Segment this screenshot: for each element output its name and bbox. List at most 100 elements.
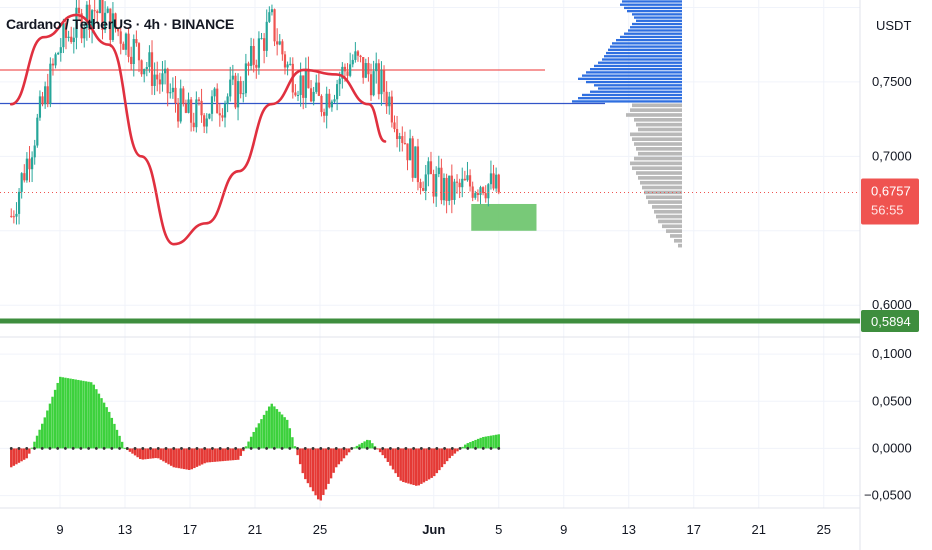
oscillator-bar <box>255 427 258 449</box>
candle-body <box>440 167 443 201</box>
candle-body <box>197 99 201 101</box>
oscillator-bar <box>51 396 54 449</box>
wave-curve <box>9 13 387 246</box>
oscillator-bar <box>394 448 397 474</box>
oscillator-bar <box>118 435 121 449</box>
zero-cross-dot <box>443 447 446 450</box>
candle-body <box>17 191 21 214</box>
volume-profile-bar <box>624 6 682 10</box>
candle-body <box>435 174 438 197</box>
zero-cross-dot <box>180 447 183 450</box>
oscillator-bar <box>61 377 65 449</box>
candle-body <box>12 216 15 218</box>
oscillator-bar <box>159 448 163 460</box>
volume-profile-bar <box>612 42 682 45</box>
oscillator-bar <box>494 434 498 449</box>
oscillator-bar <box>466 443 469 449</box>
zero-cross-dot <box>125 447 129 450</box>
candle-body <box>338 78 341 85</box>
oscillator-bar <box>345 448 348 456</box>
oscillator-bar <box>141 448 144 460</box>
oscillator-bar <box>200 448 204 465</box>
oscillator-bar <box>64 377 67 449</box>
oscillator-bar <box>247 441 250 449</box>
candle-body <box>57 52 60 55</box>
candle-body <box>195 99 198 128</box>
zero-cross-dot <box>474 447 477 450</box>
oscillator-bar <box>82 380 85 449</box>
oscillator-tick-label: −0,0500 <box>864 488 911 503</box>
oscillator-bar <box>136 448 139 458</box>
candle-body <box>278 41 281 45</box>
zero-cross-dot <box>187 447 191 450</box>
candle-body <box>432 174 435 197</box>
candle-body <box>59 47 62 53</box>
zero-cross-dot <box>33 447 36 450</box>
oscillator-bar <box>492 435 495 449</box>
zero-cross-dot <box>56 447 60 450</box>
oscillator-bar <box>453 448 457 454</box>
oscillator-bar <box>304 448 307 480</box>
volume-profile-bar <box>662 224 682 229</box>
candle-body <box>90 10 94 31</box>
volume-profile-bar <box>594 84 682 87</box>
candle-body <box>23 173 26 181</box>
candle-body <box>166 68 169 94</box>
oscillator-bar <box>229 448 232 461</box>
candle-body <box>450 175 453 200</box>
zero-cross-dot <box>71 447 75 450</box>
candle-body <box>468 175 472 187</box>
candle-body <box>484 193 487 199</box>
zero-cross-dot <box>327 447 330 450</box>
oscillator-histogram <box>9 376 501 501</box>
volume-profile-bar <box>644 190 682 195</box>
zero-cross-dot <box>272 447 276 450</box>
oscillator-bar <box>273 406 276 449</box>
oscillator-bar <box>275 409 279 449</box>
candle-body <box>182 88 185 104</box>
candle-body <box>117 28 120 32</box>
candle-body <box>455 181 459 183</box>
oscillator-bar <box>479 437 482 449</box>
candle-body <box>369 74 373 96</box>
volume-profile-bar <box>627 9 682 13</box>
zero-cross-dot <box>79 447 83 450</box>
support-price-badge <box>861 310 919 333</box>
time-tick-label: 21 <box>248 522 262 537</box>
volume-profile-bar <box>658 219 682 224</box>
oscillator-bar <box>293 446 297 449</box>
candle-body <box>200 100 203 116</box>
candle-body <box>302 75 305 98</box>
candle-body <box>174 87 177 103</box>
candle-body <box>263 38 266 51</box>
candle-body <box>482 187 485 194</box>
zero-cross-dot <box>141 447 145 450</box>
candle-body <box>382 70 386 92</box>
volume-profile-bar <box>630 132 682 137</box>
oscillator-bar <box>157 448 160 459</box>
oscillator-bar <box>342 448 346 459</box>
oscillator-bar <box>15 448 18 465</box>
candle-body <box>33 145 36 158</box>
zero-cross-dot <box>249 447 253 450</box>
oscillator-bar <box>180 448 183 469</box>
zero-cross-dot <box>419 447 423 450</box>
zero-cross-dot <box>48 447 52 450</box>
oscillator-bar <box>22 448 26 460</box>
candle-body <box>414 146 417 178</box>
zero-cross-dot <box>350 447 354 450</box>
oscillator-bar <box>154 448 157 459</box>
candle-body <box>135 39 138 44</box>
candle-body <box>437 167 440 175</box>
oscillator-bar <box>95 389 98 449</box>
volume-profile-bar <box>626 113 682 117</box>
candle-body <box>411 138 414 178</box>
candle-body <box>88 4 91 31</box>
volume-profile-bar <box>648 200 682 204</box>
oscillator-bar <box>105 407 108 449</box>
oscillator-bar <box>278 411 281 449</box>
zero-cross-dot <box>489 447 493 450</box>
volume-profile-bar <box>666 229 682 233</box>
oscillator-bar <box>324 448 328 490</box>
